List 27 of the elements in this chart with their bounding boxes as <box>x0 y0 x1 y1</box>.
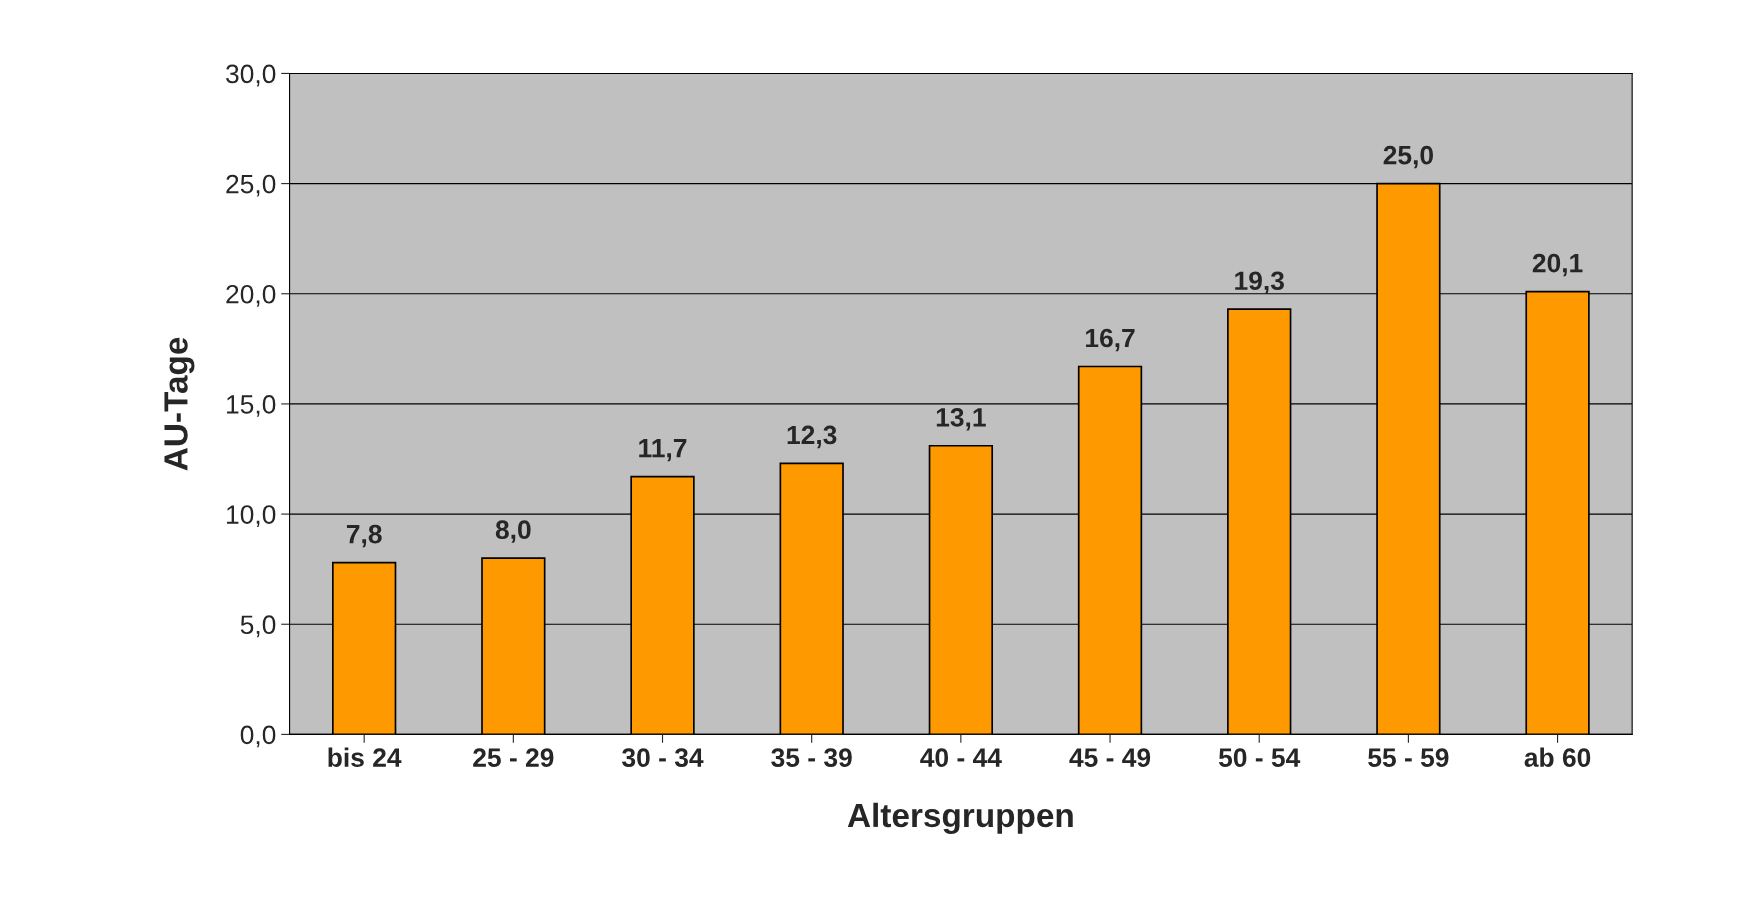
y-tick-label: 30,0 <box>226 64 276 87</box>
x-tick-label: 30 - 34 <box>622 748 704 768</box>
data-label: 7,8 <box>346 524 382 548</box>
data-label: 13,1 <box>936 407 986 431</box>
data-label: 19,3 <box>1235 271 1284 294</box>
x-axis-title: Altersgruppen <box>847 802 1073 834</box>
x-tick-label: 55 - 59 <box>1368 748 1449 767</box>
data-label: 12,3 <box>787 425 837 449</box>
data-label: 20,1 <box>1532 253 1583 277</box>
y-tick-label: 5,0 <box>240 615 276 638</box>
y-tick-label: 25,0 <box>226 174 276 197</box>
data-label: 8,0 <box>495 520 531 543</box>
data-label: 11,7 <box>639 439 687 462</box>
x-tick-label: 50 - 54 <box>1218 748 1301 767</box>
data-label: 25,0 <box>1383 145 1433 169</box>
y-axis-title: AU-Tage <box>164 337 195 471</box>
x-tick-label: ab 60 <box>1524 747 1591 767</box>
x-tick-label: bis 24 <box>328 747 402 767</box>
y-tick-label: 10,0 <box>227 505 276 528</box>
y-tick-label: 20,0 <box>226 284 276 307</box>
x-tick-label: 45 - 49 <box>1069 748 1151 767</box>
x-tick-label: 40 - 44 <box>920 748 1002 767</box>
x-tick-label: 25 - 29 <box>473 748 554 767</box>
y-tick-label: 15,0 <box>227 395 276 417</box>
data-label: 16,7 <box>1086 328 1135 352</box>
y-tick-label: 0,0 <box>240 725 276 748</box>
x-tick-label: 35 - 39 <box>771 748 852 768</box>
